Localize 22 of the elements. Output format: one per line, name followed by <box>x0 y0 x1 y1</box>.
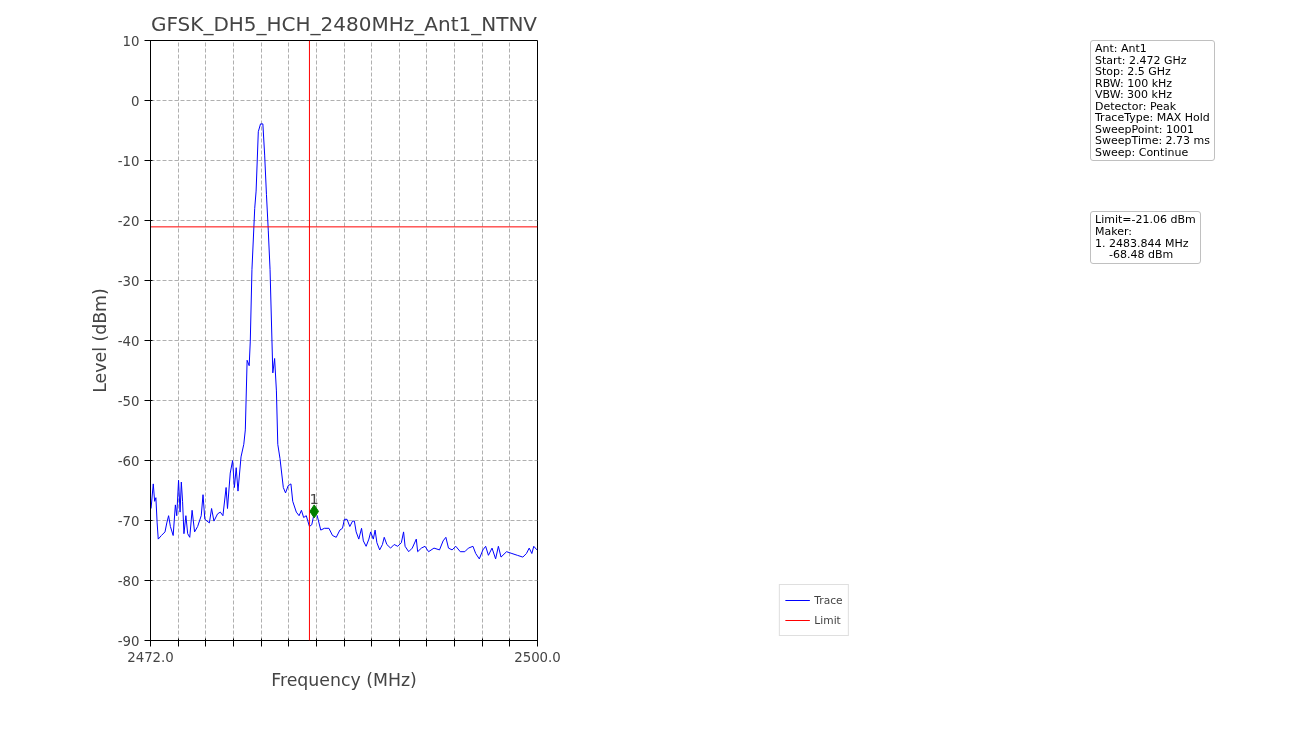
y-tick-label: -60 <box>117 453 140 469</box>
x-axis-title: Frequency (MHz) <box>271 669 417 690</box>
annotation: 1 <box>309 490 319 508</box>
x-tick-label: 2500.0 <box>514 649 561 665</box>
y-tick-label: -90 <box>117 633 140 649</box>
y-tick-label: -20 <box>117 213 140 229</box>
y-tick-label: 0 <box>131 93 140 109</box>
y-tick-label: -50 <box>117 393 140 409</box>
line-series <box>150 123 538 560</box>
chart-title: GFSK_DH5_HCH_2480MHz_Ant1_NTNV <box>150 11 538 36</box>
y-tick-label: -10 <box>117 153 140 169</box>
y-axis-title: Level (dBm) <box>89 288 110 393</box>
y-tick-label: -80 <box>117 573 140 589</box>
text: Ant: Ant1 Start: 2.472 GHz Stop: 2.5 GHz RBW: 100 kHz VBW: 300 kHz Detector: Peak TraceType: MAX Hold SweepPoint: 1001 SweepTime: 2.73 ms Sweep: Continue <box>1095 42 1211 159</box>
y-tick-label: -30 <box>117 273 140 289</box>
legend-label: Limit <box>814 613 841 627</box>
x-tick-label: 2472.0 <box>127 649 174 665</box>
legend-label: Trace <box>814 593 843 607</box>
y-tick-label: -70 <box>117 513 140 529</box>
y-tick-label: -40 <box>117 333 140 349</box>
y-tick-label: 10 <box>122 33 140 49</box>
text: Limit=-21.06 dBm Maker: 1. 2483.844 MHz -68.48 dBm <box>1090 211 1201 264</box>
